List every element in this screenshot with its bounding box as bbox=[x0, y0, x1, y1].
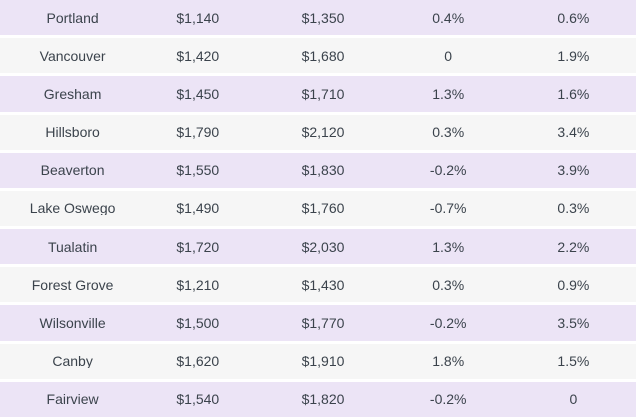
cell-pct-change-a: -0.2% bbox=[429, 163, 467, 178]
cell-price-b: $1,820 bbox=[301, 392, 345, 407]
cell-pct-change-a: 0.3% bbox=[432, 277, 465, 292]
cell-price-a: $1,210 bbox=[176, 277, 220, 292]
cell-price-a: $1,790 bbox=[176, 125, 220, 140]
table-row: Canby $1,620 $1,910 1.8% 1.5% bbox=[0, 343, 636, 382]
cell-price-b: $1,430 bbox=[301, 277, 345, 292]
cell-pct-change-b: 3.5% bbox=[557, 315, 590, 330]
table-row: Tualatin $1,720 $2,030 1.3% 2.2% bbox=[0, 229, 636, 268]
cell-city: Vancouver bbox=[39, 48, 106, 63]
cell-pct-change-a: 0.3% bbox=[432, 125, 465, 140]
cell-price-a: $1,540 bbox=[176, 392, 220, 407]
cell-price-a: $1,550 bbox=[176, 163, 220, 178]
table-row: Portland $1,140 $1,350 0.4% 0.6% bbox=[0, 0, 636, 39]
cell-city: Wilsonville bbox=[39, 315, 106, 330]
cell-pct-change-b: 1.9% bbox=[557, 48, 590, 63]
cell-pct-change-b: 0.9% bbox=[557, 277, 590, 292]
cell-pct-change-a: 0 bbox=[444, 48, 453, 63]
table-row: Fairview $1,540 $1,820 -0.2% 0 bbox=[0, 381, 636, 420]
cell-pct-change-b: 1.6% bbox=[557, 86, 590, 101]
cell-city: Portland bbox=[46, 10, 99, 25]
table-row: Beaverton $1,550 $1,830 -0.2% 3.9% bbox=[0, 152, 636, 191]
cell-city: Canby bbox=[52, 354, 93, 369]
cell-price-b: $1,680 bbox=[301, 48, 345, 63]
table-row: Vancouver $1,420 $1,680 0 1.9% bbox=[0, 38, 636, 77]
cell-price-b: $1,910 bbox=[301, 354, 345, 369]
cell-price-b: $1,830 bbox=[301, 163, 345, 178]
cell-pct-change-a: 1.8% bbox=[432, 354, 465, 369]
cell-price-b: $2,120 bbox=[301, 125, 345, 140]
cell-pct-change-b: 1.5% bbox=[557, 354, 590, 369]
cell-pct-change-b: 0 bbox=[569, 392, 578, 407]
cell-price-a: $1,490 bbox=[176, 201, 220, 216]
cell-city: Tualatin bbox=[47, 239, 98, 254]
cell-price-a: $1,620 bbox=[176, 354, 220, 369]
cell-city: Hillsboro bbox=[45, 125, 100, 140]
cell-pct-change-a: -0.2% bbox=[429, 392, 467, 407]
table-row: Forest Grove $1,210 $1,430 0.3% 0.9% bbox=[0, 267, 636, 306]
cell-city: Lake Oswego bbox=[29, 201, 116, 216]
cell-price-a: $1,420 bbox=[176, 48, 220, 63]
table-row: Wilsonville $1,500 $1,770 -0.2% 3.5% bbox=[0, 305, 636, 344]
table-row: Hillsboro $1,790 $2,120 0.3% 3.4% bbox=[0, 114, 636, 153]
cell-pct-change-b: 3.4% bbox=[557, 125, 590, 140]
cell-price-b: $1,770 bbox=[301, 315, 345, 330]
cell-price-b: $1,760 bbox=[301, 201, 345, 216]
cell-price-a: $1,720 bbox=[176, 239, 220, 254]
cell-city: Forest Grove bbox=[31, 277, 114, 292]
cell-price-b: $2,030 bbox=[301, 239, 345, 254]
cell-pct-change-b: 0.3% bbox=[557, 201, 590, 216]
cell-city: Fairview bbox=[46, 392, 99, 407]
cell-price-a: $1,500 bbox=[176, 315, 220, 330]
cell-pct-change-a: 1.3% bbox=[432, 86, 465, 101]
cell-pct-change-b: 3.9% bbox=[557, 163, 590, 178]
cell-price-b: $1,710 bbox=[301, 86, 345, 101]
cell-pct-change-a: 1.3% bbox=[432, 239, 465, 254]
table-row: Lake Oswego $1,490 $1,760 -0.7% 0.3% bbox=[0, 190, 636, 230]
cell-price-b: $1,350 bbox=[301, 10, 345, 25]
cell-pct-change-b: 2.2% bbox=[557, 239, 590, 254]
cell-pct-change-a: 0.4% bbox=[432, 10, 465, 25]
table-row: Gresham $1,450 $1,710 1.3% 1.6% bbox=[0, 76, 636, 115]
cell-pct-change-b: 0.6% bbox=[557, 10, 590, 25]
cell-city: Gresham bbox=[43, 86, 102, 101]
cell-pct-change-a: -0.7% bbox=[429, 201, 467, 216]
cell-city: Beaverton bbox=[40, 163, 105, 178]
cell-price-a: $1,450 bbox=[176, 86, 220, 101]
cell-price-a: $1,140 bbox=[176, 10, 220, 25]
cell-pct-change-a: -0.2% bbox=[429, 315, 467, 330]
